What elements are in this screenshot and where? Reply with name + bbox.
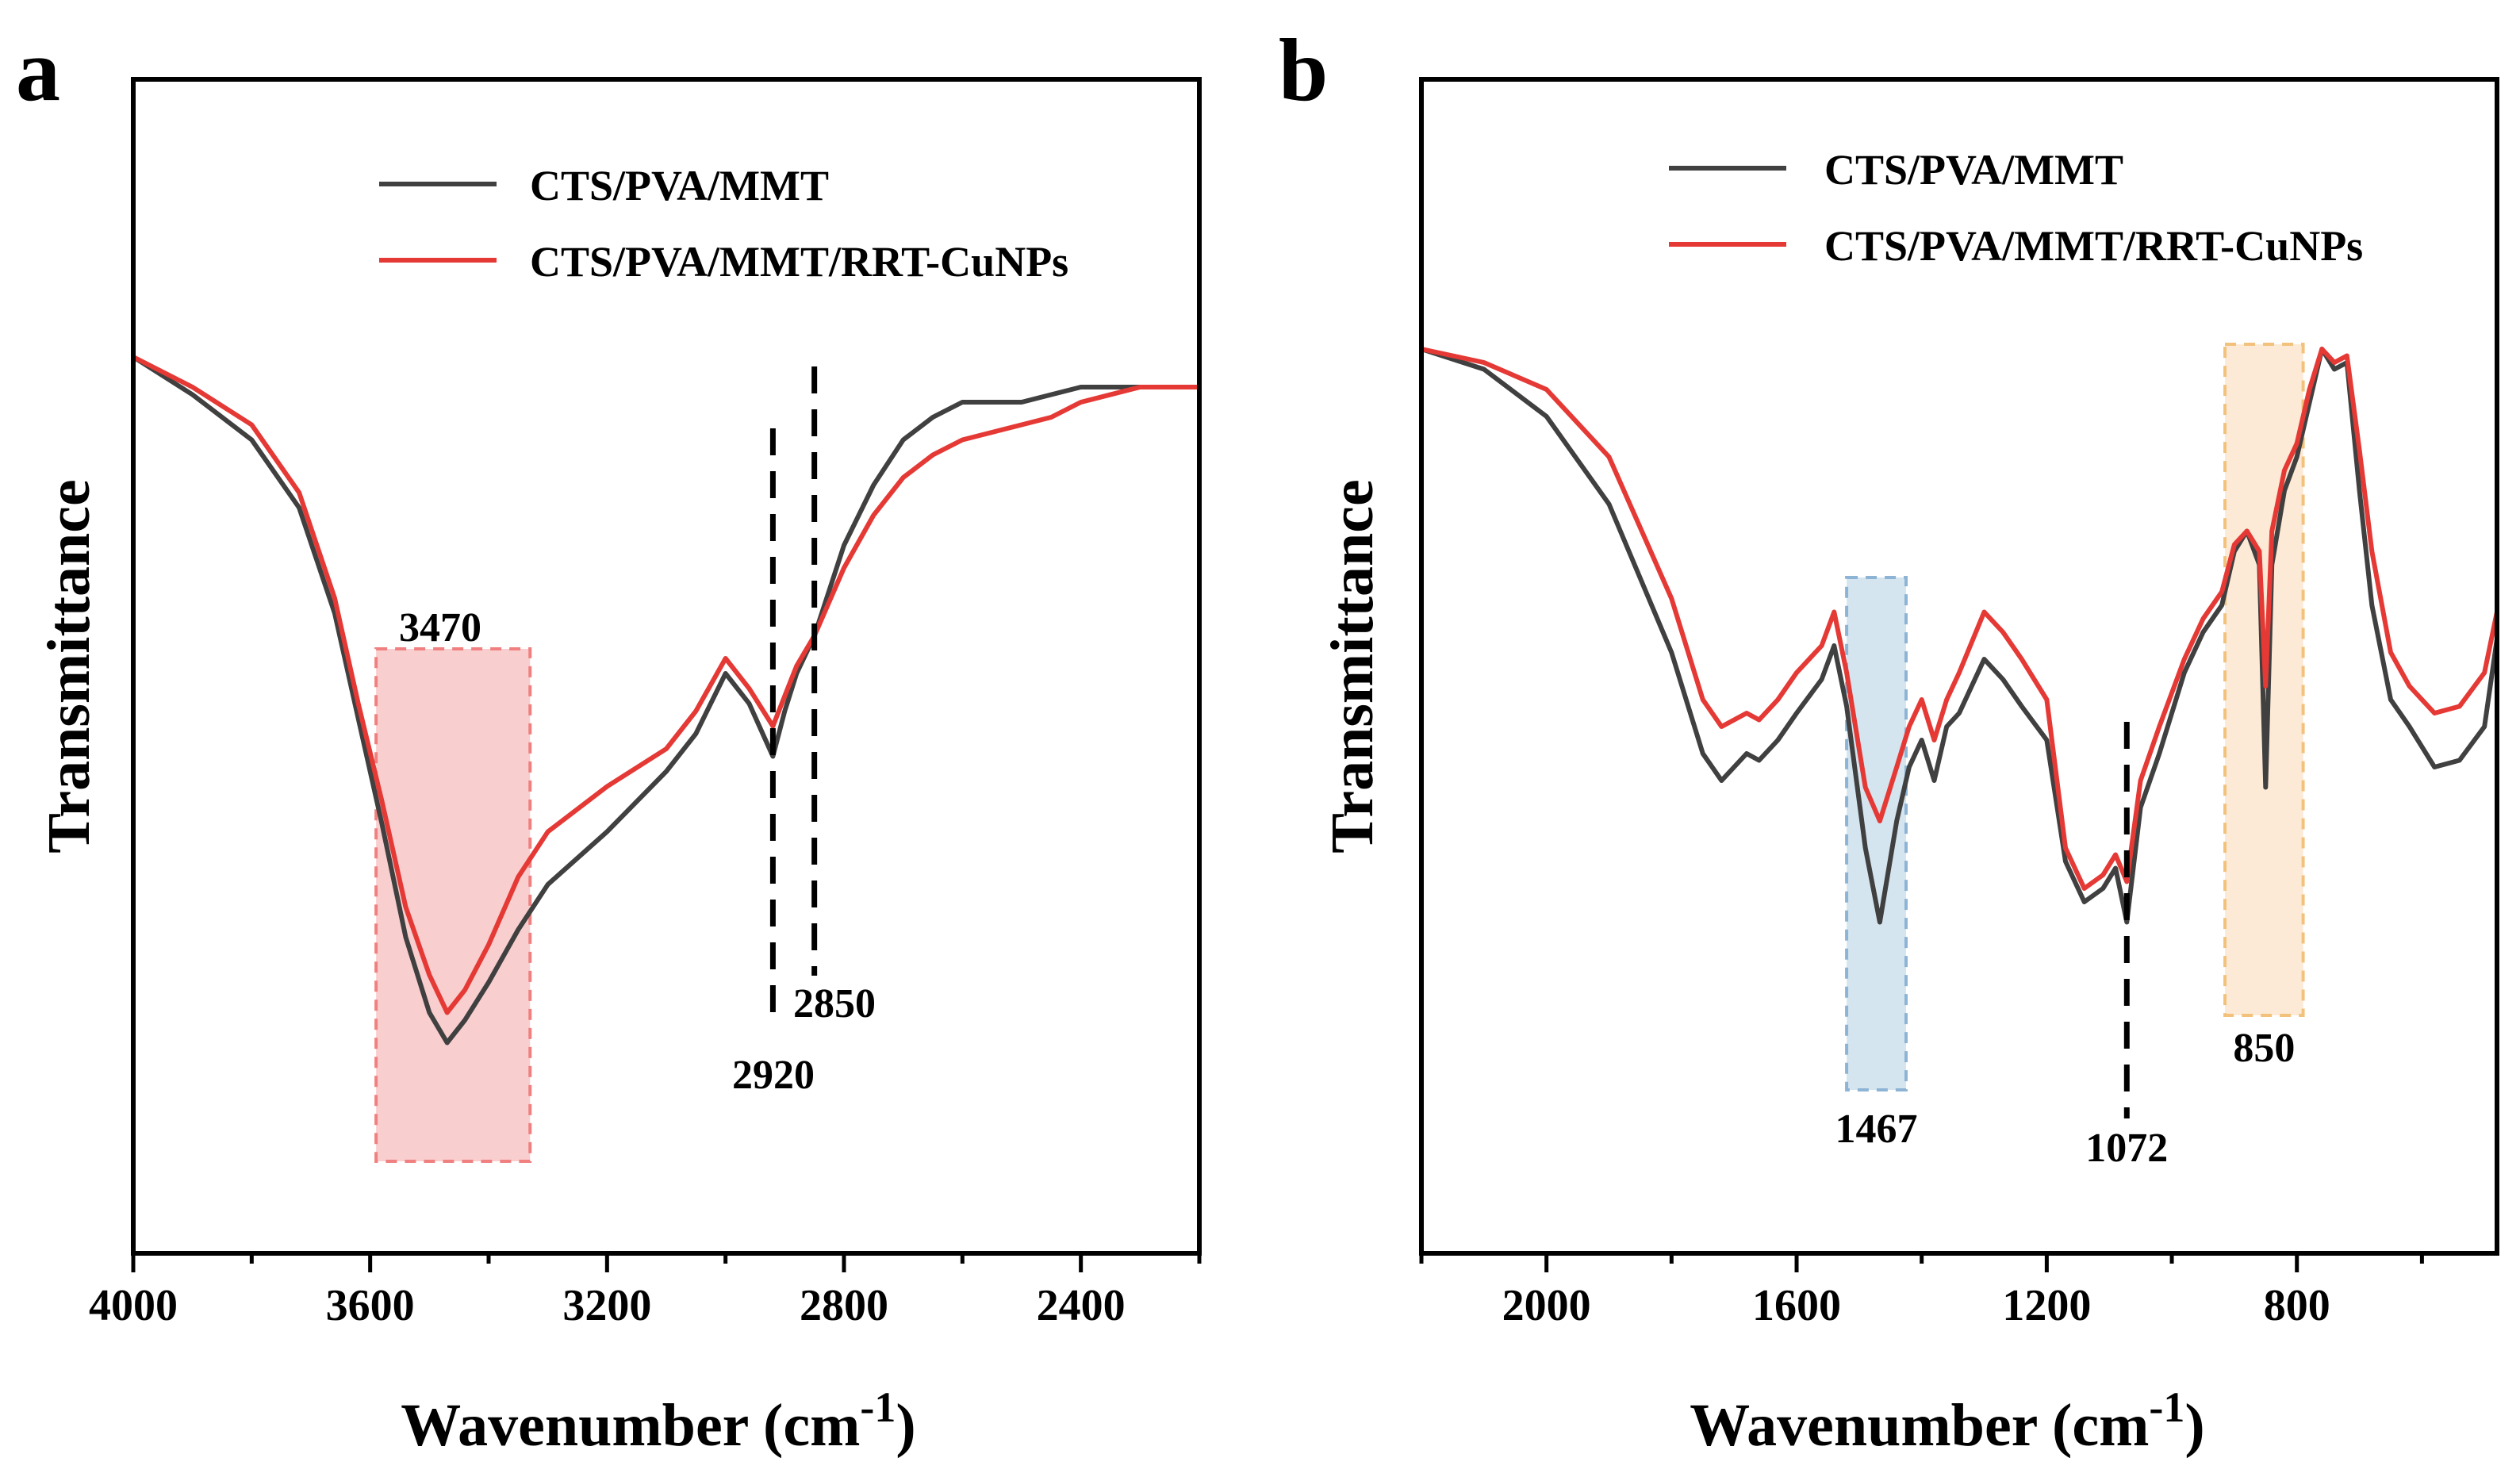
x-tick-label: 1600 [1752, 1281, 1841, 1330]
x-axis-title-text: Wavenumber (cm [401, 1392, 860, 1459]
series-cts-pva-mmt-rrt-cunps-line [132, 355, 1199, 1015]
series-cts-pva-mmt-line [132, 355, 1199, 1045]
panel-a-label: a [16, 21, 60, 120]
band-label-3470: 3470 [399, 605, 481, 650]
y-axis-title-b: Transmittance [1319, 479, 1386, 853]
x-tick-label: 1200 [2002, 1281, 2091, 1330]
panel-b-label: b [1279, 21, 1328, 120]
panel-b: b 2000 1600 1200 800 Wavenumber (cm-1) T… [1279, 21, 2499, 1459]
x-axis-title-superscript: -1 [860, 1383, 896, 1431]
x-tick-label: 2000 [1502, 1281, 1591, 1330]
series-cts-pva-mmt-rrt-cunps-line [1421, 347, 2499, 891]
panel-a: a 4000 3600 3200 2800 2400 Wavenumber (c… [16, 21, 1202, 1459]
legend-label: CTS/PVA/MMT [1824, 146, 2123, 194]
y-axis-title-a: Transmittance [36, 479, 102, 853]
x-tick-label: 3200 [562, 1281, 651, 1330]
legend-label: CTS/PVA/MMT [530, 162, 829, 209]
x-tick-label: 2400 [1037, 1281, 1126, 1330]
plot-frame-b [1419, 77, 2499, 1256]
x-axis-title-superscript: -1 [2149, 1383, 2184, 1431]
x-axis-title-close: ) [2184, 1392, 2204, 1459]
legend-label: CTS/PVA/MMT/RRT-CuNPs [1824, 222, 2363, 270]
x-axis-ticks-b [1419, 1253, 2424, 1272]
x-tick-label: 2800 [800, 1281, 888, 1330]
peak-label-1072: 1072 [2085, 1126, 2168, 1171]
x-axis-ticks-a [131, 1253, 1202, 1272]
x-tick-label: 4000 [89, 1281, 178, 1330]
x-axis-title-text: Wavenumber (cm [1690, 1392, 2149, 1459]
band-label-1467: 1467 [1835, 1107, 1918, 1152]
x-axis-title-close: ) [896, 1392, 915, 1459]
band-1467 [1845, 576, 1908, 1091]
plot-frame-a [131, 77, 1202, 1256]
x-tick-label: 3600 [326, 1281, 415, 1330]
x-tick-label: 800 [2264, 1281, 2330, 1330]
peak-label-2920: 2920 [732, 1053, 815, 1098]
peak-label-2850: 2850 [793, 981, 876, 1026]
series-cts-pva-mmt-line [1421, 347, 2499, 925]
x-axis-title-b: Wavenumber (cm-1) [1690, 1383, 2204, 1459]
legend-label: CTS/PVA/MMT/RRT-CuNPs [530, 238, 1068, 286]
band-label-850: 850 [2233, 1026, 2295, 1071]
x-axis-title-a: Wavenumber (cm-1) [401, 1383, 915, 1459]
